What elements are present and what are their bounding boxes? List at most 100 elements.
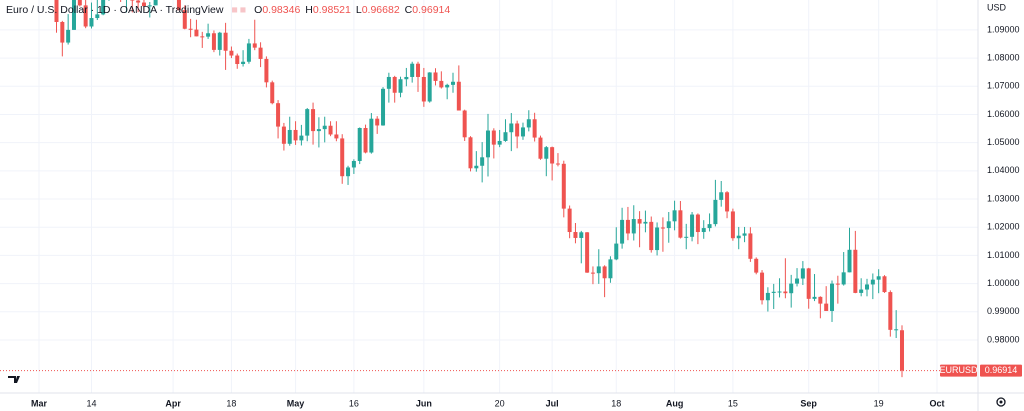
candle-body [421, 76, 426, 102]
x-tick-label: 15 [728, 398, 738, 408]
candle-body [340, 138, 345, 177]
candle-body [410, 63, 415, 77]
candle-body [649, 221, 654, 251]
candle-body [176, 0, 181, 11]
currency-label: USD [987, 2, 1007, 12]
x-tick-label: Oct [929, 398, 944, 408]
y-tick-label: 1.09000 [987, 24, 1020, 34]
candle-body [351, 160, 356, 168]
candles [54, 0, 904, 378]
candle-body [141, 2, 146, 7]
candle-body [299, 135, 304, 141]
candle-body [89, 18, 94, 27]
settings-icon[interactable] [996, 397, 1006, 407]
candle-body [439, 80, 444, 88]
candle-body [433, 72, 438, 81]
candle-body [322, 125, 327, 130]
x-tick-label: Mar [31, 398, 48, 408]
candle-body [427, 72, 432, 102]
candle-body [771, 291, 776, 293]
candle-body [660, 227, 665, 229]
candle-body [777, 291, 782, 293]
x-tick-label: Jun [416, 398, 432, 408]
candle-body [765, 292, 770, 301]
ohlc-value: 0.96914 [412, 4, 450, 16]
y-tick-label: 0.98000 [987, 334, 1020, 344]
ohlc-label: O [254, 4, 262, 16]
legend: Euro / U.S. Dollar · 1D · OANDA · Tradin… [6, 4, 450, 16]
x-tick-label: 14 [86, 398, 96, 408]
candle-body [293, 129, 298, 141]
candle-body [194, 29, 199, 37]
x-tick-label: 18 [611, 398, 621, 408]
candle-body [847, 249, 852, 273]
candle-body [876, 276, 881, 280]
candle-body [783, 291, 788, 294]
y-tick-label: 1.06000 [987, 109, 1020, 119]
y-tick-label: 1.08000 [987, 52, 1020, 62]
candle-body [625, 219, 630, 234]
y-tick-label: 1.02000 [987, 222, 1020, 232]
candle-body [742, 233, 747, 236]
candle-body [287, 129, 292, 144]
candle-body [754, 258, 759, 273]
candle-body [375, 118, 380, 126]
candle-body [830, 283, 835, 311]
candle-body [596, 266, 601, 274]
candle-body [870, 279, 875, 285]
candle-body [398, 79, 403, 93]
candle-body [725, 192, 730, 212]
x-tick-label: Apr [165, 398, 181, 408]
candle-body [795, 278, 800, 284]
candle-body [550, 147, 555, 164]
ohlc-value: 0.96682 [362, 4, 400, 16]
axes: 1.09000 1.08000 1.07000 1.06000 1.05000 1.040… [31, 24, 1020, 408]
candle-body [672, 210, 677, 222]
candle-body [468, 137, 473, 169]
candle-body [456, 81, 461, 111]
candle-body [223, 32, 228, 51]
candle-body [95, 14, 100, 19]
candle-body [66, 29, 71, 43]
candle-body [503, 132, 508, 141]
candle-body [818, 296, 823, 304]
ohlc-label: L [356, 4, 362, 16]
candle-body [730, 211, 735, 239]
candle-body [392, 76, 397, 93]
candle-body [246, 43, 251, 62]
candle-body [899, 330, 904, 371]
candle-body [888, 292, 893, 330]
candle-body [311, 109, 316, 132]
candle-body [736, 235, 741, 239]
y-tick-label: 1.01000 [987, 250, 1020, 260]
candle-body [381, 88, 386, 126]
candle-body [509, 123, 514, 133]
candle-body [841, 272, 846, 285]
candle-body [643, 221, 648, 224]
candle-body [229, 50, 234, 56]
price-tag-label: 0.96914 [985, 365, 1018, 375]
candle-body [264, 58, 269, 83]
candle-body [701, 228, 706, 233]
candle-body [217, 32, 222, 50]
candle-body [252, 43, 257, 48]
candle-body [602, 266, 607, 279]
candle-body [555, 163, 560, 165]
candle-body [561, 163, 566, 209]
ohlc-label: H [305, 4, 313, 16]
legend-icon: ■ [231, 4, 237, 16]
candle-body [585, 232, 590, 273]
candle-body [369, 118, 374, 153]
candle-body [719, 192, 724, 200]
candle-body [258, 47, 263, 59]
candle-body [894, 329, 899, 331]
candle-body [60, 21, 65, 43]
ohlc-value: 0.98521 [313, 4, 351, 16]
candle-body [789, 283, 794, 294]
candle-body [631, 219, 636, 234]
candle-body [532, 119, 537, 138]
x-tick-label: Sep [800, 398, 817, 408]
candle-body [835, 283, 840, 285]
candle-body [54, 0, 59, 22]
candle-body [451, 81, 456, 85]
